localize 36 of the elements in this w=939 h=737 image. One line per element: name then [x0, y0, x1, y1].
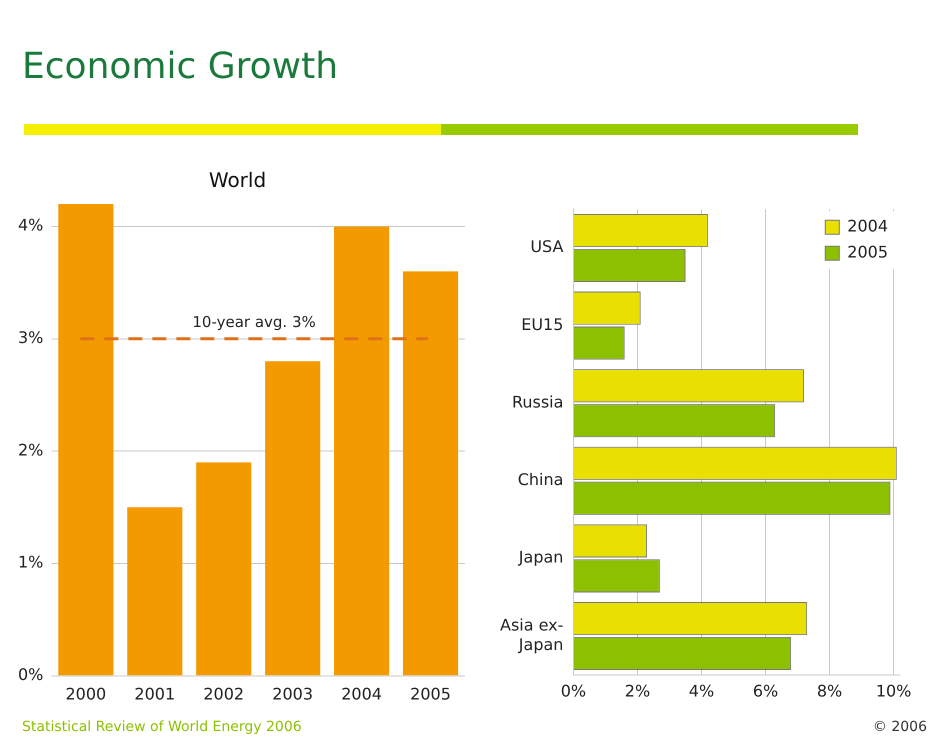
- x-tick-label: 2000: [65, 684, 106, 704]
- bar: [127, 507, 182, 676]
- text: © 2006: [872, 719, 927, 735]
- bar: [334, 226, 390, 676]
- legend-label: 2005: [847, 242, 888, 262]
- y-tick-label: 3%: [18, 328, 44, 347]
- x-tick-label: 2005: [410, 684, 451, 704]
- bar: [58, 204, 114, 676]
- text: Economic Growth: [22, 46, 338, 87]
- bar: [196, 462, 252, 676]
- y-tick-label: Russia: [512, 392, 564, 412]
- y-tick-label: EU15: [521, 314, 564, 334]
- ref-line-label: 10-year avg. 3%: [192, 313, 316, 332]
- y-tick-label: 2%: [18, 440, 44, 460]
- x-tick-label: 10%: [876, 682, 912, 701]
- y-tick-label: 1%: [18, 552, 44, 572]
- y-tick-label: 0%: [18, 664, 44, 684]
- chart-title: World: [208, 168, 266, 192]
- x-tick-label: 2004: [341, 684, 382, 704]
- y-tick-label: USA: [530, 237, 564, 256]
- text: Statistical Review of World Energy 2006: [22, 719, 302, 735]
- bar: [402, 271, 458, 676]
- x-tick-label: 8%: [816, 682, 842, 701]
- bar: [265, 361, 320, 676]
- x-tick-label: 2003: [272, 684, 314, 704]
- x-tick-label: 2001: [134, 684, 176, 704]
- x-tick-label: 4%: [688, 682, 714, 701]
- x-tick-label: 0%: [560, 682, 586, 701]
- y-tick-label: 4%: [18, 216, 44, 235]
- y-tick-label: Asia ex-Japan: [500, 616, 564, 654]
- x-tick-label: 6%: [752, 682, 778, 701]
- x-tick-label: 2%: [624, 682, 650, 701]
- y-tick-label: China: [518, 470, 564, 489]
- y-tick-label: Japan: [518, 548, 564, 567]
- x-tick-label: 2002: [203, 684, 244, 704]
- legend-label: 2004: [847, 216, 888, 236]
